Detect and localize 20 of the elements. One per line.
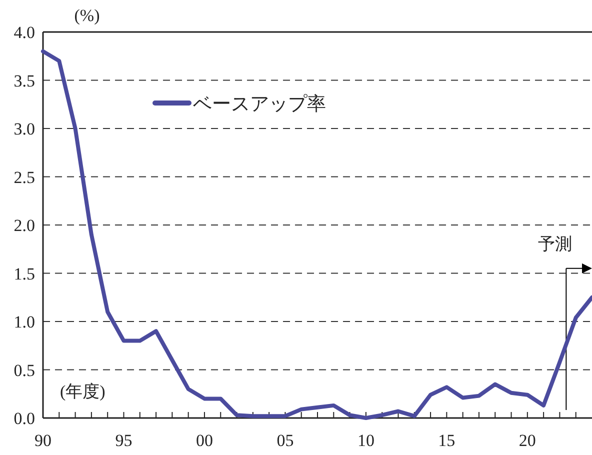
x-tick-label: 05	[276, 431, 294, 450]
y-tick-label: 1.5	[14, 264, 35, 284]
x-tick-label: 10	[357, 431, 374, 450]
ref-line-label: 予測	[538, 234, 572, 254]
y-tick-label: 0.5	[14, 360, 35, 380]
y-tick-label: 1.0	[14, 312, 35, 332]
x-tick-label: 95	[115, 431, 132, 450]
y-tick-label: 4.0	[14, 23, 35, 42]
x-tick-label: 90	[34, 431, 52, 450]
y-tick-label: 0.0	[14, 409, 35, 428]
x-tick-label: 15	[438, 431, 456, 450]
x-tick-label: 00	[196, 431, 213, 450]
y-axis-title: (%)	[74, 6, 100, 25]
y-tick-label: 2.0	[14, 216, 35, 235]
x-axis-title: (年度)	[60, 382, 106, 401]
y-tick-label: 3.5	[14, 71, 35, 90]
y-tick-label: 2.5	[14, 168, 35, 187]
y-tick-label: 3.0	[14, 120, 35, 138]
legend-label: ベースアップ率	[193, 93, 326, 115]
x-tick-label: 20	[518, 431, 536, 450]
